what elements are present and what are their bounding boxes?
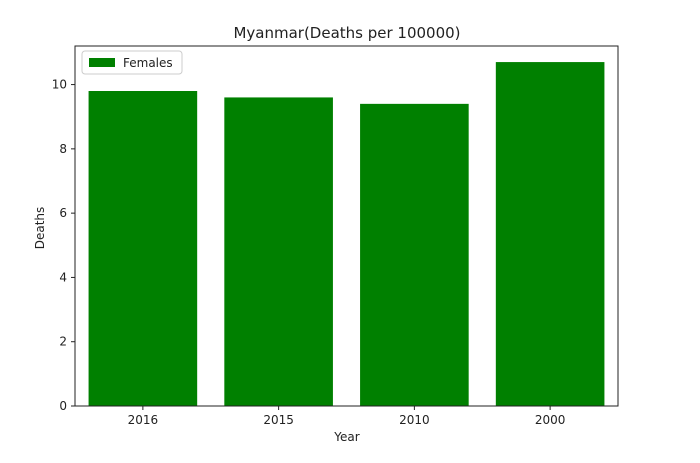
y-tick-label: 10 — [52, 78, 67, 92]
bar-2016 — [88, 91, 198, 406]
y-tick-label: 2 — [59, 335, 67, 349]
legend: Females — [81, 50, 183, 75]
plot-frame — [74, 45, 619, 407]
x-tick-label: 2000 — [535, 413, 566, 427]
chart-title: Myanmar(Deaths per 100000) — [233, 24, 460, 42]
x-tick-label: 2016 — [128, 413, 159, 427]
y-tick-label: 8 — [59, 142, 67, 156]
legend-swatch — [89, 58, 115, 67]
x-axis-label: Year — [333, 430, 359, 444]
bar-2000 — [495, 62, 605, 406]
y-axis-label: Deaths — [33, 207, 47, 250]
legend-box — [81, 50, 183, 75]
x-tick-label: 2010 — [399, 413, 430, 427]
bar-2010 — [360, 103, 469, 406]
legend-label: Females — [123, 56, 173, 70]
bar-2015 — [224, 97, 333, 406]
plot-area: 2016 2015 2010 2000 0 2 4 6 8 10 Females — [52, 45, 619, 427]
y-tick-label: 4 — [59, 270, 67, 284]
y-tick-label: 0 — [59, 399, 67, 413]
x-tick-label: 2015 — [263, 413, 294, 427]
y-tick-label: 6 — [59, 206, 67, 220]
